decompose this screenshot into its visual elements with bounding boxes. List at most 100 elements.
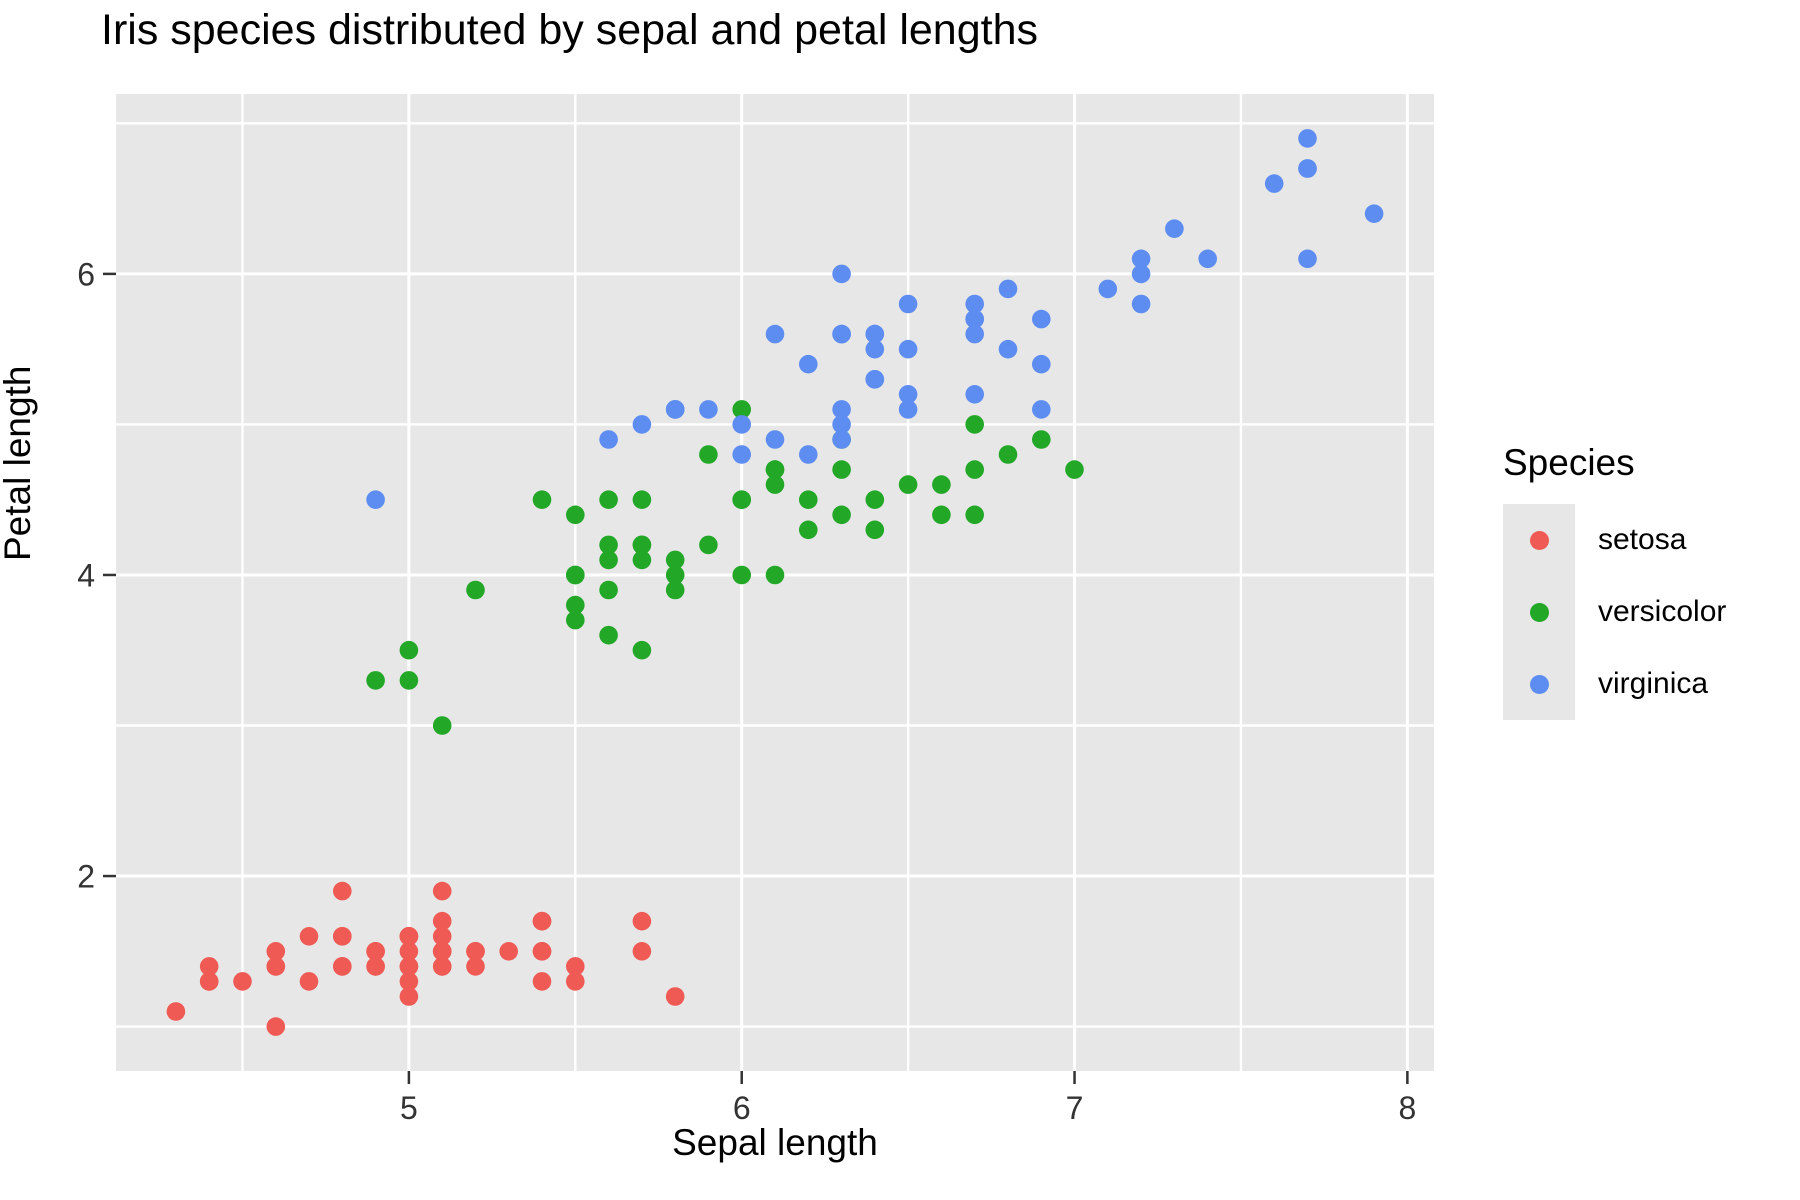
data-point-versicolor xyxy=(599,580,618,600)
data-point-versicolor xyxy=(699,535,718,555)
legend-item-virginica: virginica xyxy=(1503,648,1726,720)
data-point-virginica xyxy=(366,490,385,510)
data-point-virginica xyxy=(898,294,918,314)
legend-swatch-icon xyxy=(1529,674,1549,694)
data-point-setosa xyxy=(399,927,419,946)
data-point-versicolor xyxy=(599,625,618,645)
data-point-virginica xyxy=(965,324,984,344)
x-tick-label: 6 xyxy=(733,1090,751,1126)
data-point-setosa xyxy=(266,957,286,976)
data-point-setosa xyxy=(432,942,452,961)
y-axis-title: Petal length xyxy=(0,365,38,561)
data-point-virginica xyxy=(1032,309,1051,329)
data-point-virginica xyxy=(699,400,718,419)
data-point-versicolor xyxy=(432,716,452,735)
data-point-setosa xyxy=(199,972,219,991)
data-point-setosa xyxy=(532,972,552,991)
data-point-versicolor xyxy=(632,550,652,570)
data-point-versicolor xyxy=(732,400,751,419)
data-point-versicolor xyxy=(965,415,984,434)
data-point-setosa xyxy=(432,957,452,976)
data-point-setosa xyxy=(299,927,319,946)
data-point-setosa xyxy=(432,881,452,901)
data-point-versicolor xyxy=(366,671,385,690)
data-point-versicolor xyxy=(566,610,585,630)
data-point-virginica xyxy=(799,354,818,374)
data-point-versicolor xyxy=(1032,430,1051,449)
y-tick-label: 6 xyxy=(77,256,95,292)
legend-items: setosa versicolor virginica xyxy=(1503,504,1726,720)
data-point-versicolor xyxy=(699,445,718,464)
data-point-virginica xyxy=(1198,249,1217,269)
legend-item-label: setosa xyxy=(1598,523,1687,556)
data-point-versicolor xyxy=(566,505,585,525)
data-point-virginica xyxy=(998,279,1018,299)
data-point-versicolor xyxy=(832,505,851,525)
data-point-versicolor xyxy=(1065,460,1084,479)
data-point-virginica xyxy=(832,324,851,344)
data-point-virginica xyxy=(1098,279,1118,299)
data-point-setosa xyxy=(632,911,652,931)
data-point-setosa xyxy=(333,957,352,976)
data-point-versicolor xyxy=(632,490,652,510)
data-point-virginica xyxy=(898,400,918,419)
data-point-virginica xyxy=(865,339,885,359)
data-point-setosa xyxy=(432,911,452,931)
legend-swatch-icon xyxy=(1529,602,1549,622)
data-point-virginica xyxy=(1032,354,1051,374)
data-point-versicolor xyxy=(665,550,685,570)
data-point-virginica xyxy=(865,324,885,344)
data-point-versicolor xyxy=(532,490,552,510)
data-point-versicolor xyxy=(765,475,785,494)
data-point-virginica xyxy=(832,400,851,419)
data-point-versicolor xyxy=(765,565,785,585)
data-point-versicolor xyxy=(599,550,618,570)
data-point-virginica xyxy=(1165,219,1184,238)
data-point-virginica xyxy=(599,430,618,449)
data-point-versicolor xyxy=(799,490,818,510)
data-point-virginica xyxy=(965,385,984,404)
data-point-versicolor xyxy=(865,520,885,540)
data-point-setosa xyxy=(333,881,352,901)
data-point-virginica xyxy=(1364,204,1384,223)
data-point-versicolor xyxy=(932,475,951,494)
data-point-versicolor xyxy=(799,520,818,540)
data-point-setosa xyxy=(566,972,585,991)
data-point-versicolor xyxy=(466,580,485,600)
data-point-virginica xyxy=(732,415,751,434)
data-point-setosa xyxy=(266,1017,286,1036)
data-point-setosa xyxy=(466,942,485,961)
data-point-setosa xyxy=(432,927,452,946)
legend-key xyxy=(1503,648,1575,720)
data-point-versicolor xyxy=(732,565,751,585)
data-point-virginica xyxy=(832,430,851,449)
data-point-setosa xyxy=(199,957,219,976)
data-point-versicolor xyxy=(399,640,419,660)
data-point-setosa xyxy=(399,942,419,961)
legend-key xyxy=(1503,576,1575,648)
data-point-versicolor xyxy=(599,490,618,510)
data-point-virginica xyxy=(1298,159,1317,178)
data-point-setosa xyxy=(532,942,552,961)
data-point-versicolor xyxy=(566,595,585,615)
legend-item-label: virginica xyxy=(1598,667,1709,700)
data-point-setosa xyxy=(333,927,352,946)
data-point-virginica xyxy=(1131,249,1151,269)
legend-item-setosa: setosa xyxy=(1503,504,1726,576)
data-point-virginica xyxy=(1298,129,1317,148)
data-point-setosa xyxy=(532,911,552,931)
data-point-setosa xyxy=(166,1002,186,1021)
x-tick-label: 5 xyxy=(400,1090,418,1126)
data-point-versicolor xyxy=(566,565,585,585)
data-point-virginica xyxy=(998,339,1018,359)
data-point-versicolor xyxy=(965,505,984,525)
legend-key xyxy=(1503,504,1575,576)
data-point-virginica xyxy=(865,370,885,389)
legend-swatch-icon xyxy=(1529,530,1549,550)
data-point-virginica xyxy=(898,339,918,359)
data-point-virginica xyxy=(1131,294,1151,314)
data-point-virginica xyxy=(965,309,984,329)
x-tick-label: 7 xyxy=(1066,1090,1084,1126)
chart-title: Iris species distributed by sepal and pe… xyxy=(101,6,1038,54)
